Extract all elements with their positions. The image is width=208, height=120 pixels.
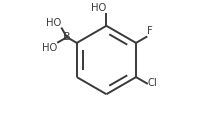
Text: HO: HO	[46, 18, 61, 28]
Text: HO: HO	[91, 3, 106, 13]
Text: Cl: Cl	[147, 78, 157, 88]
Text: F: F	[147, 26, 153, 36]
Text: HO: HO	[42, 43, 57, 53]
Text: B: B	[63, 32, 71, 42]
